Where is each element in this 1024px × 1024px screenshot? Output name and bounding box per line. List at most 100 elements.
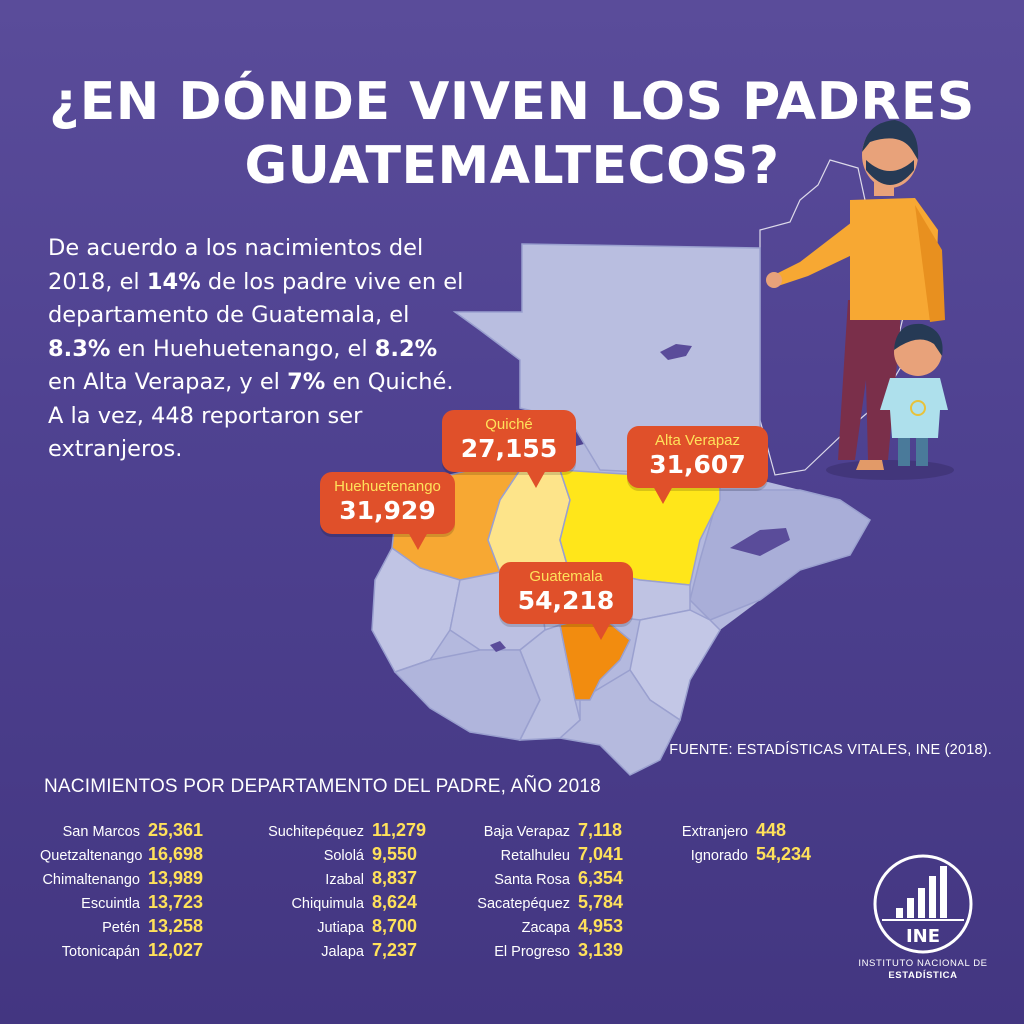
table-column-2: Suchitepéquez 11,279 Sololá 9,550 Izabal 8,… [262, 820, 426, 964]
department-name: Quetzaltenango [40, 848, 143, 864]
source-note: FUENTE: ESTADÍSTICAS VITALES, INE (2018)… [669, 742, 992, 758]
table-row: Petén 13,258 [40, 916, 203, 940]
department-value: 8,624 [372, 892, 418, 912]
department-name: Sololá [323, 848, 364, 864]
department-name: Totonicapán [61, 944, 140, 960]
callout-pointer [653, 486, 673, 504]
table-row: Quetzaltenango 16,698 [40, 844, 203, 868]
department-value: 13,258 [148, 916, 204, 936]
department-name: Petén [102, 920, 140, 936]
department-name: Zacapa [521, 920, 570, 936]
table-row: Extranjero 448 [672, 820, 811, 844]
department-name: Sacatepéquez [477, 896, 570, 912]
department-name: Izabal [325, 872, 364, 888]
peten-region [452, 243, 761, 479]
department-value: 7,041 [578, 844, 624, 864]
ine-logo-mark: INE [873, 854, 973, 954]
department-value: 4,953 [578, 916, 624, 936]
table-row: Suchitepéquez 11,279 [262, 820, 426, 844]
callout-quiche: Quiché 27,155 [442, 410, 576, 488]
intro-highlight: 7% [287, 369, 326, 395]
department-name: Baja Verapaz [483, 824, 570, 840]
table-row: Escuintla 13,723 [40, 892, 203, 916]
department-value: 3,139 [578, 940, 624, 960]
intro-text: en Huehuetenango, el [110, 335, 375, 362]
department-value: 7,237 [372, 940, 418, 960]
table-row: Zacapa 4,953 [476, 916, 623, 940]
callout-pointer [408, 532, 428, 550]
title-line-2: GUATEMALTECOS? [244, 136, 780, 196]
atitlan-lake [490, 641, 506, 652]
department-value: 7,118 [578, 820, 623, 840]
table-row: Jalapa 7,237 [262, 940, 426, 964]
department-name: San Marcos [62, 824, 140, 840]
table-row: Totonicapán 12,027 [40, 940, 203, 964]
department-name: El Progreso [494, 944, 570, 960]
department-value: 9,550 [372, 844, 418, 864]
callout-value: 27,155 [460, 434, 558, 463]
department-name: Ignorado [690, 848, 748, 864]
department-value: 6,354 [578, 868, 624, 888]
callout-value: 31,929 [339, 496, 436, 525]
table-row: Baja Verapaz 7,118 [476, 820, 623, 844]
table-row: Santa Rosa 6,354 [476, 868, 623, 892]
department-value: 54,234 [756, 844, 812, 864]
callout-value: 54,218 [517, 586, 615, 615]
department-name: Escuintla [81, 896, 140, 912]
peten-lake [660, 344, 692, 360]
logo-acronym: INE [906, 926, 940, 947]
callout-pointer [526, 470, 546, 488]
callout-department: Alta Verapaz [654, 432, 741, 449]
callout-huehuetenango: Huehuetenango 31,929 [320, 472, 455, 550]
callout-alta-verapaz: Alta Verapaz 31,607 [627, 426, 768, 504]
table-column-3: Baja Verapaz 7,118 Retalhuleu 7,041 Santa … [476, 820, 623, 964]
department-value: 12,027 [148, 940, 204, 960]
department-name: Extranjero [681, 824, 748, 840]
table-row: Sololá 9,550 [262, 844, 426, 868]
department-name: Retalhuleu [500, 848, 570, 864]
logo-caption-line-2: ESTADÍSTICA [888, 970, 958, 981]
department-value: 16,698 [148, 844, 204, 864]
intro-text: de los padre vive en el departamento de … [48, 268, 464, 329]
title-line-1: ¿EN DÓNDE VIVEN LOS PADRES [49, 72, 975, 132]
table-row: San Marcos 25,361 [40, 820, 203, 844]
callout-pointer [591, 622, 611, 640]
table-row: Chiquimula 8,624 [262, 892, 426, 916]
intro-paragraph: De acuerdo a los nacimientos del 2018, e… [48, 232, 468, 467]
callout-department: Quiché [485, 416, 533, 433]
table-row: Izabal 8,837 [262, 868, 426, 892]
intro-highlight: 8.2% [374, 335, 438, 362]
table-row: Chimaltenango 13,989 [40, 868, 203, 892]
callout-value: 31,607 [649, 450, 746, 479]
callout-department: Huehuetenango [334, 478, 441, 495]
table-row: Jutiapa 8,700 [262, 916, 426, 940]
department-name: Suchitepéquez [268, 824, 364, 840]
table-column-1: San Marcos 25,361 Quetzaltenango 16,698 Ch… [40, 820, 203, 964]
page-title: ¿EN DÓNDE VIVEN LOS PADRES GUATEMALTECOS… [0, 70, 1024, 198]
department-value: 13,989 [148, 868, 204, 888]
table-row: El Progreso 3,139 [476, 940, 623, 964]
callout-guatemala: Guatemala 54,218 [499, 562, 633, 640]
department-name: Santa Rosa [494, 872, 570, 888]
department-value: 13,723 [148, 892, 204, 912]
department-value: 8,700 [372, 916, 418, 936]
father-child-illustration [766, 120, 954, 480]
department-name: Jalapa [321, 944, 364, 960]
department-name: Chimaltenango [42, 872, 140, 888]
intro-text: en Alta Verapaz, y el [48, 369, 288, 395]
logo-caption-line-1: INSTITUTO NACIONAL DE [858, 958, 988, 969]
callout-department: Guatemala [529, 568, 603, 585]
intro-text: De acuerdo a los nacimientos del 2018, e… [48, 235, 424, 295]
department-value: 5,784 [578, 892, 624, 912]
department-value: 8,837 [372, 868, 418, 888]
izabal-region [689, 489, 871, 621]
table-row: Ignorado 54,234 [672, 844, 811, 868]
department-value: 25,361 [148, 820, 204, 840]
izabal-lake [730, 528, 790, 556]
department-name: Jutiapa [317, 920, 364, 936]
department-value: 448 [756, 820, 787, 840]
table-title: NACIMIENTOS POR DEPARTAMENTO DEL PADRE, … [44, 776, 601, 797]
intro-text: en Quiché. A la vez, 448 reportaron ser … [48, 369, 454, 462]
intro-highlight: 14% [146, 268, 201, 295]
table-row: Retalhuleu 7,041 [476, 844, 623, 868]
